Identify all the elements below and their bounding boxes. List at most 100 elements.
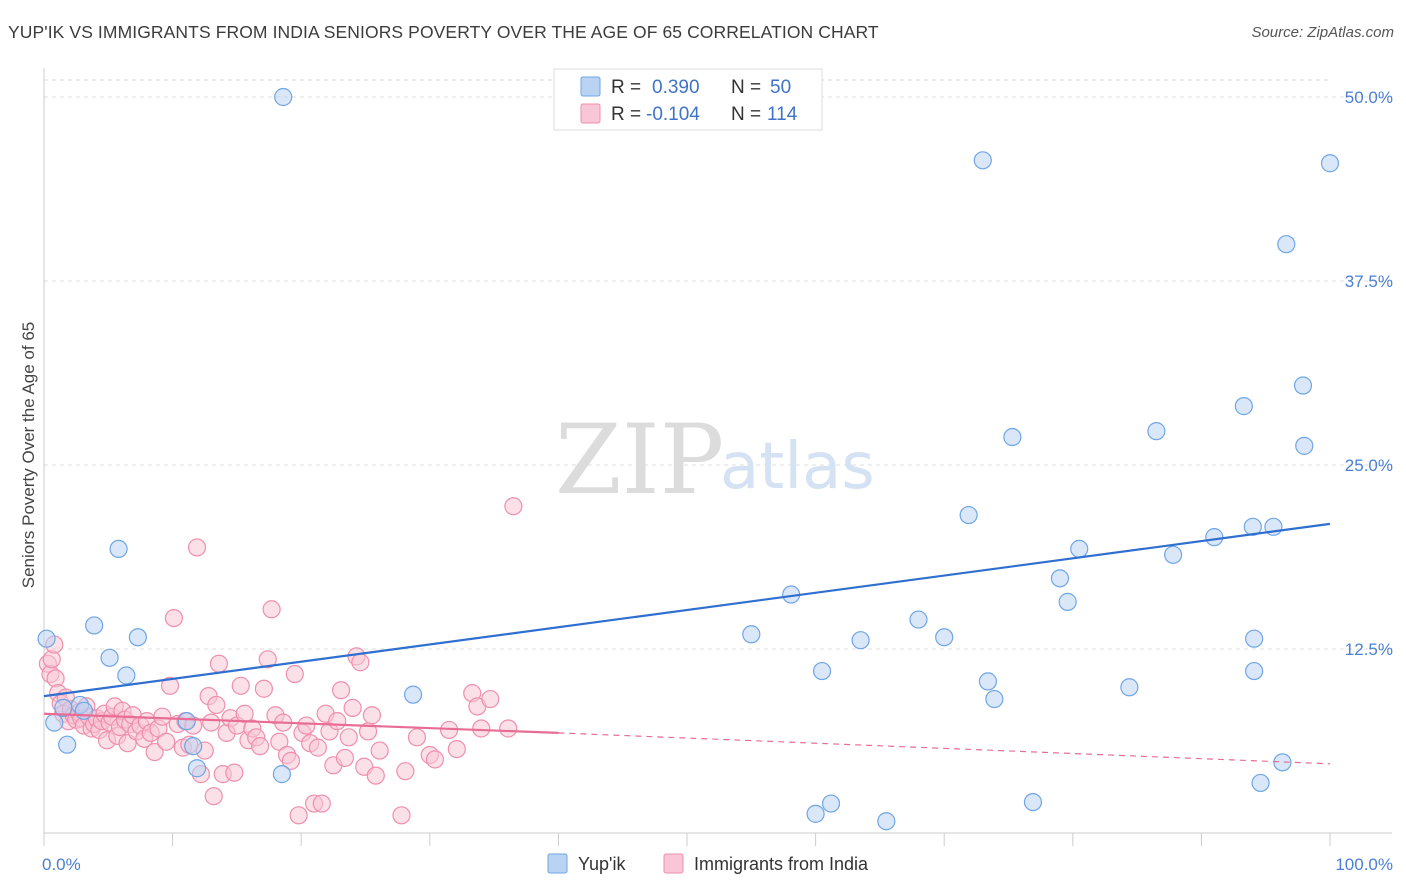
india-point [46, 669, 65, 688]
yupik-point [978, 672, 998, 691]
x-tick-labels: 0.0% 100.0% [42, 855, 1393, 874]
yupik-point [177, 712, 196, 731]
yupik-point [272, 765, 292, 784]
y-tick-label: 37.5% [1345, 272, 1393, 291]
india-point [207, 695, 226, 715]
legend-bottom-swatch-india [663, 853, 684, 874]
india-point [42, 650, 61, 669]
yupik-point [1293, 376, 1313, 395]
watermark-zip: ZIP [555, 404, 724, 516]
y-tick-label: 50.0% [1345, 88, 1393, 107]
yupik-trend-line [43, 522, 1331, 698]
watermark: ZIP atlas [555, 404, 875, 516]
india-point [362, 706, 382, 725]
india-point [499, 719, 518, 738]
legend-bottom: Yup'ik Immigrants from India [547, 853, 869, 874]
yupik-point [1234, 397, 1253, 416]
india-point [343, 698, 362, 717]
legend-bottom-label-india: Immigrants from India [694, 854, 869, 874]
yupik-point [1120, 678, 1139, 697]
yupik-point [1295, 436, 1314, 455]
yupik-point [1251, 773, 1270, 793]
yupik-point [184, 737, 203, 756]
yupik-point [1245, 661, 1264, 681]
yupik-point [877, 812, 896, 831]
india-point [202, 713, 221, 732]
yupik-point [851, 631, 870, 650]
grid-lines [44, 79, 1392, 650]
legend-bottom-swatch-yupik [547, 853, 568, 874]
yupik-point [1070, 539, 1089, 559]
india-point [289, 806, 308, 825]
legend-n-label-india: N = [731, 104, 761, 125]
yupik-point [935, 628, 954, 647]
yupik-point [1273, 753, 1292, 772]
yupik-point [812, 661, 832, 681]
legend-swatch-yupik [580, 76, 601, 97]
yupik-point [1003, 427, 1022, 447]
india-point [145, 742, 164, 762]
yupik-point [985, 689, 1004, 709]
y-tick-labels: 12.5% 25.0% 37.5% 50.0% [1345, 88, 1393, 659]
series-yupik [37, 87, 1340, 831]
trend-lines [43, 522, 1331, 765]
yupik-point [100, 648, 119, 667]
india-point [160, 676, 180, 695]
yupik-point [45, 713, 64, 732]
yupik-point [1050, 569, 1070, 588]
yupik-point [1205, 528, 1224, 547]
yupik-point [1243, 517, 1262, 536]
india-point [447, 739, 466, 759]
india-point [407, 728, 427, 747]
legend-r-label-yupik: R = [611, 77, 641, 98]
yupik-point [187, 759, 207, 778]
yupik-point [1023, 792, 1043, 812]
india-point [308, 738, 328, 757]
legend-n-value-india: 114 [767, 104, 798, 125]
india-point [370, 741, 389, 760]
legend-n-value-yupik: 50 [770, 77, 791, 98]
chart-title: YUP'IK VS IMMIGRANTS FROM INDIA SENIORS … [8, 22, 879, 42]
india-point [225, 763, 244, 782]
india-point [335, 748, 355, 768]
india-point [153, 707, 172, 726]
watermark-atlas: atlas [720, 430, 875, 504]
yupik-point [128, 628, 147, 647]
india-trend-line [43, 712, 559, 735]
india-point [281, 751, 301, 770]
legend-r-value-india: -0.104 [646, 104, 700, 125]
india-point [312, 794, 331, 813]
yupik-point [1058, 592, 1077, 611]
yupik-point [274, 87, 293, 107]
yupik-point [1277, 235, 1296, 254]
india-point [351, 653, 370, 672]
yupik-point [109, 539, 128, 559]
chart-source: Source: ZipAtlas.com [1251, 24, 1394, 41]
india-point [472, 719, 491, 738]
yupik-point [58, 735, 77, 754]
axes [43, 68, 1392, 846]
yupik-point [1164, 545, 1183, 564]
india-point [328, 712, 347, 731]
india-point [231, 676, 250, 695]
india-point [396, 762, 415, 781]
yupik-point [1147, 422, 1166, 441]
india-point [262, 600, 281, 619]
yupik-point [117, 666, 136, 685]
yupik-point [74, 701, 93, 720]
legend-r-value-yupik: 0.390 [652, 77, 700, 98]
legend-top: R = 0.390 N = 50 R = -0.104 N = 114 [553, 68, 823, 131]
india-point [504, 497, 523, 516]
yupik-point [909, 610, 928, 629]
legend-r-label-india: R = [611, 104, 641, 125]
india-point [297, 716, 316, 735]
india-point [258, 650, 277, 669]
yupik-point [973, 151, 992, 170]
yupik-point [806, 804, 825, 823]
legend-n-label-yupik: N = [731, 77, 761, 98]
y-tick-label: 12.5% [1345, 640, 1393, 659]
india-point [366, 766, 385, 785]
india-point [157, 732, 176, 751]
yupik-point [37, 629, 56, 648]
